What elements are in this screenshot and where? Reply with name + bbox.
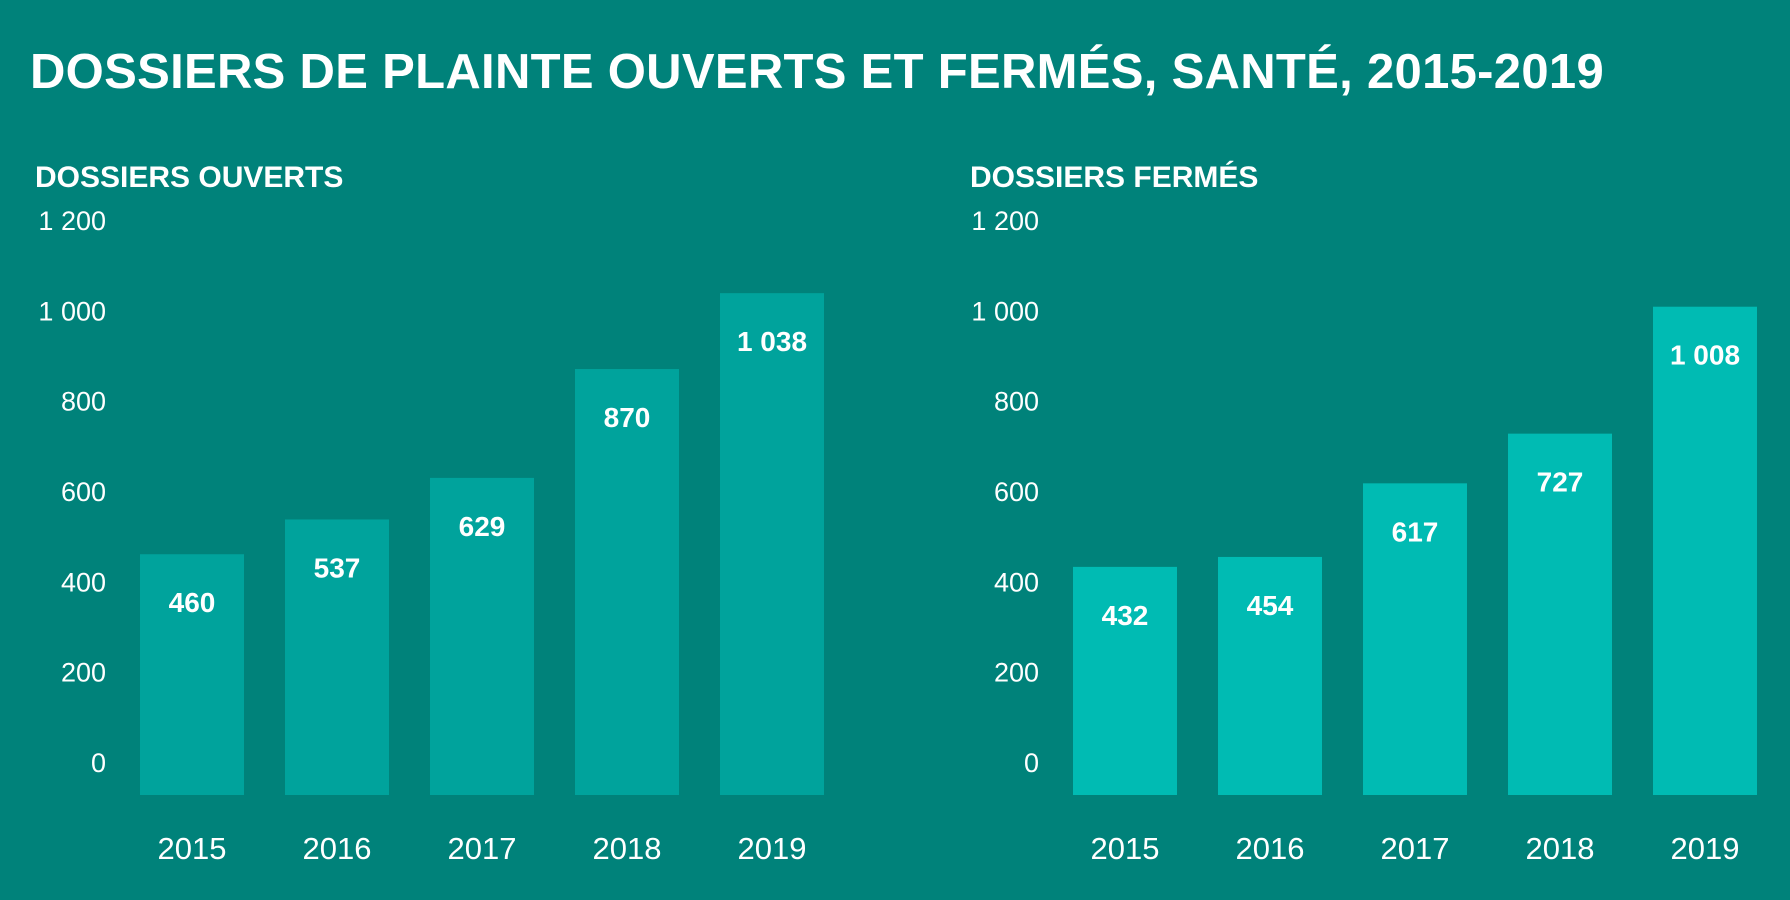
bar-2015 bbox=[140, 554, 244, 795]
y-tick-label: 200 bbox=[61, 658, 106, 688]
data-label: 1 038 bbox=[737, 326, 807, 357]
x-tick-label: 2017 bbox=[448, 831, 517, 866]
bar-2017 bbox=[430, 477, 534, 795]
y-tick-label: 1 200 bbox=[971, 206, 1039, 236]
y-tick-label: 800 bbox=[61, 387, 106, 417]
bar-2019 bbox=[1653, 306, 1757, 795]
x-tick-label: 2018 bbox=[593, 831, 662, 866]
x-tick-label: 2018 bbox=[1526, 831, 1595, 866]
data-label: 1 008 bbox=[1670, 340, 1740, 371]
data-label: 432 bbox=[1102, 600, 1149, 631]
chart-subtitle: DOSSIERS OUVERTS bbox=[35, 161, 343, 194]
y-tick-label: 400 bbox=[61, 567, 106, 597]
y-tick-label: 400 bbox=[994, 567, 1039, 597]
data-label: 460 bbox=[169, 587, 216, 618]
data-label: 617 bbox=[1392, 516, 1439, 547]
data-label: 870 bbox=[604, 402, 651, 433]
y-tick-label: 1 200 bbox=[38, 206, 106, 236]
bar-2018 bbox=[1508, 433, 1612, 795]
x-tick-label: 2016 bbox=[1236, 831, 1305, 866]
page-title: DOSSIERS DE PLAINTE OUVERTS ET FERMÉS, S… bbox=[30, 45, 1604, 99]
y-tick-label: 800 bbox=[994, 387, 1039, 417]
x-tick-label: 2015 bbox=[158, 831, 227, 866]
chart-open-cases: DOSSIERS OUVERTS 0 200 400 600 800 1 000 1 200 4… bbox=[35, 161, 824, 866]
chart-closed-cases: DOSSIERS FERMÉS 0 200 400 600 800 1 000 1 200 43… bbox=[970, 160, 1757, 866]
y-tick-label: 600 bbox=[61, 477, 106, 507]
bar-2017 bbox=[1363, 483, 1467, 795]
chart-subtitle: DOSSIERS FERMÉS bbox=[970, 160, 1258, 194]
data-label: 629 bbox=[459, 511, 506, 542]
data-label: 727 bbox=[1537, 467, 1584, 498]
data-label: 454 bbox=[1247, 590, 1294, 621]
y-tick-label: 1 000 bbox=[971, 296, 1039, 326]
y-tick-label: 0 bbox=[1024, 748, 1039, 778]
x-tick-label: 2015 bbox=[1091, 831, 1160, 866]
y-tick-label: 1 000 bbox=[38, 296, 106, 326]
x-tick-label: 2019 bbox=[1671, 831, 1740, 866]
bar-2018 bbox=[575, 369, 679, 795]
y-tick-label: 600 bbox=[994, 477, 1039, 507]
x-tick-label: 2019 bbox=[738, 831, 807, 866]
y-tick-label: 0 bbox=[91, 748, 106, 778]
data-label: 537 bbox=[314, 552, 361, 583]
x-tick-label: 2017 bbox=[1381, 831, 1450, 866]
y-tick-label: 200 bbox=[994, 658, 1039, 688]
bar-2016 bbox=[1218, 556, 1322, 795]
x-tick-label: 2016 bbox=[303, 831, 372, 866]
bar-2019 bbox=[720, 293, 824, 795]
bar-2016 bbox=[285, 519, 389, 795]
bar-2015 bbox=[1073, 566, 1177, 795]
